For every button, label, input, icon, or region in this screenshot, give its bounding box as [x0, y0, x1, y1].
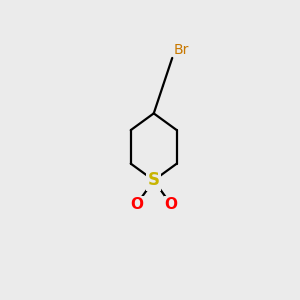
- Text: S: S: [148, 171, 160, 189]
- Text: O: O: [165, 197, 178, 212]
- Text: Br: Br: [173, 43, 189, 57]
- Text: O: O: [130, 197, 143, 212]
